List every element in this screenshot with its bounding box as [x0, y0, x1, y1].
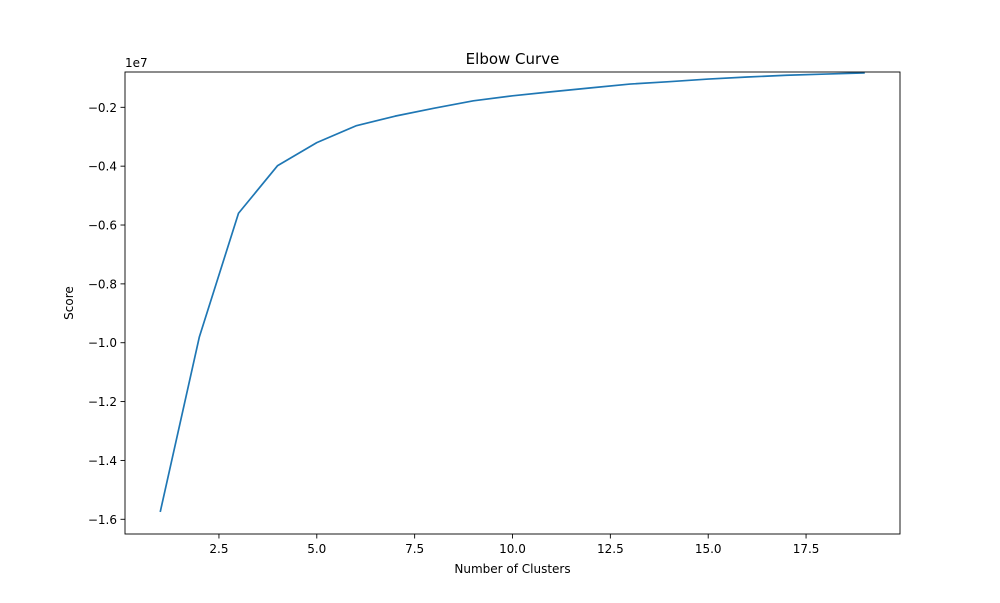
- x-tick-label: 12.5: [597, 542, 624, 556]
- y-tick-label: −0.2: [88, 101, 117, 115]
- y-tick-label: −0.4: [88, 160, 117, 174]
- chart-title: Elbow Curve: [466, 50, 560, 68]
- x-tick-label: 17.5: [793, 542, 820, 556]
- x-tick-label: 2.5: [209, 542, 228, 556]
- y-tick-label: −1.4: [88, 454, 117, 468]
- series-layer: [159, 72, 865, 513]
- y-tick-label: −0.6: [88, 219, 117, 233]
- x-axis-label: Number of Clusters: [454, 562, 570, 576]
- x-tick-label: 15.0: [695, 542, 722, 556]
- y-axis-offset-label: 1e7: [125, 56, 148, 70]
- y-tick-label: −1.0: [88, 336, 117, 350]
- x-tick-label: 7.5: [405, 542, 424, 556]
- y-tick-label: −0.8: [88, 277, 117, 291]
- x-tick-label: 10.0: [499, 542, 526, 556]
- x-axis-ticks: 2.5 5.0 7.5 10.0 12.5 15.0 17.5: [209, 534, 819, 556]
- y-tick-label: −1.6: [88, 513, 117, 527]
- y-tick-label: −1.2: [88, 395, 117, 409]
- x-tick-label: 5.0: [307, 542, 326, 556]
- series-line: [159, 72, 865, 513]
- plot-area-frame: [124, 71, 901, 535]
- y-axis-ticks: −0.2 −0.4 −0.6 −0.8 −1.0 −1.2 −1.4 −1.6: [88, 101, 125, 527]
- y-axis-label: Score: [62, 286, 76, 320]
